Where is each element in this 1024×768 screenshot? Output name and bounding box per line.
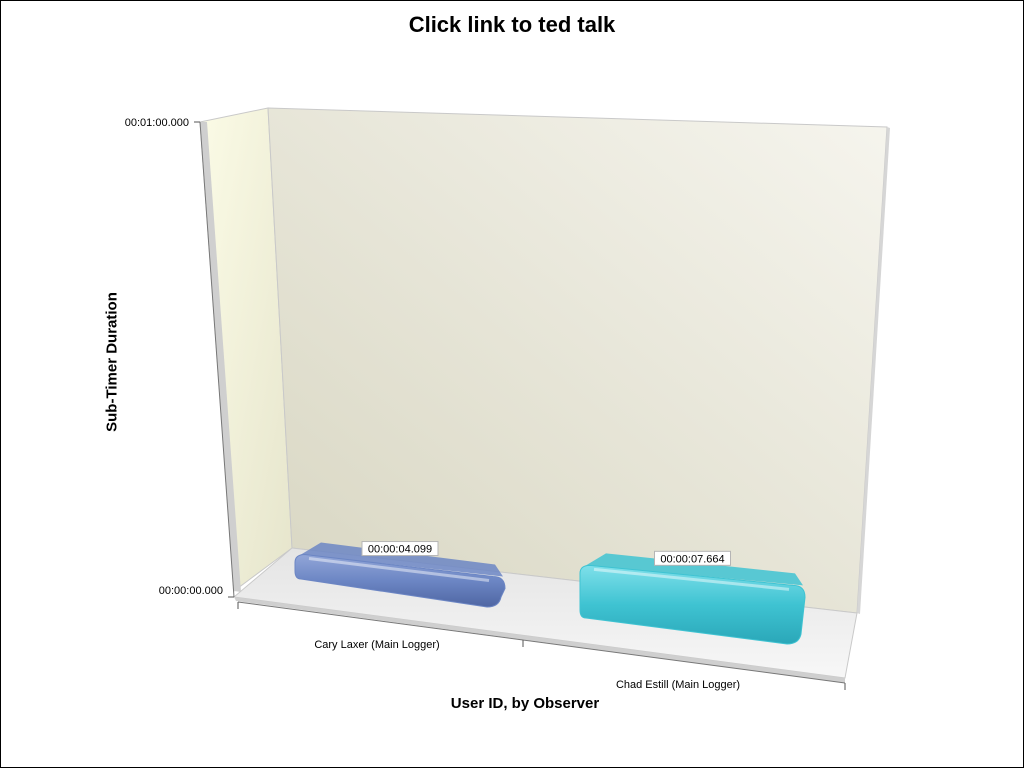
data-label: 00:00:04.099 [361,541,439,557]
bar-1 [579,553,806,645]
bar-highlight [593,567,790,591]
bar-0 [294,542,506,608]
x-tick-label: Cary Laxer (Main Logger) [314,639,439,651]
bar-highlight [308,557,490,583]
y-tick-label: 00:01:00.000 [125,117,189,129]
chart-title: Click link to ted talk [408,12,616,37]
x-axis-line [237,601,846,684]
chart-back-wall [267,107,888,614]
bar-front-face [294,554,506,608]
chart-right-edge [857,127,890,614]
x-axis-label: User ID, by Observer [450,695,600,712]
y-tick-label: 00:00:00.000 [159,585,223,597]
bar-front-face [579,564,806,645]
chart-floor-edge [234,597,845,683]
x-tick-label: Chad Estill (Main Logger) [616,679,740,691]
data-label: 00:00:07.664 [654,550,731,566]
y-axis-line [199,121,235,598]
data-label-box [654,550,731,566]
data-label-text: 00:00:04.099 [368,544,432,556]
bar-top-face [586,553,803,586]
chart-left-edge [200,122,241,592]
bar-top-face [301,542,503,577]
data-label-text: 00:00:07.664 [660,553,724,565]
data-label-box [361,541,439,557]
